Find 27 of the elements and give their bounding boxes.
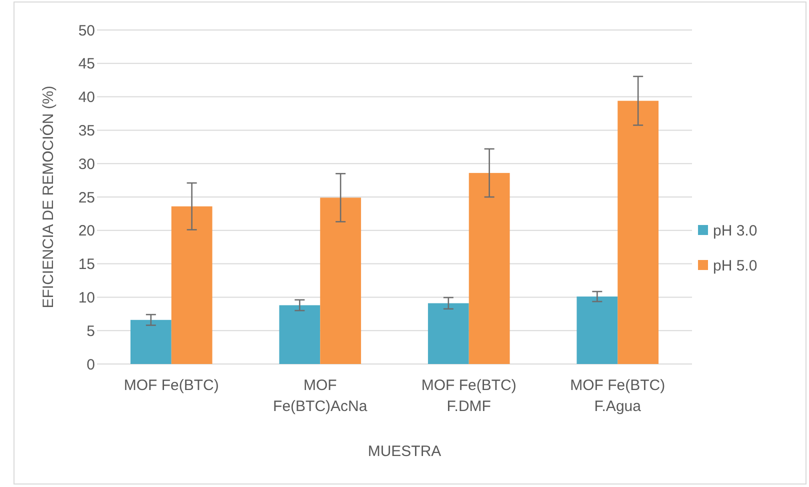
legend-label: pH 5.0 [713, 257, 758, 274]
x-axis-title: MUESTRA [368, 443, 442, 460]
bar [468, 172, 510, 364]
y-tick-label: 50 [78, 22, 95, 40]
bar [279, 305, 320, 364]
y-tick-label: 30 [78, 156, 95, 173]
y-tick-label: 25 [78, 189, 95, 206]
y-axis-title: EFICIENCIA DE REMOCIÓN (%) [39, 86, 57, 308]
y-tick-label: 20 [78, 222, 95, 240]
x-tick-label: MOF Fe(BTC)AcNa [273, 377, 368, 415]
bar [576, 296, 618, 364]
y-tick-label: 35 [78, 122, 95, 140]
bar [130, 320, 172, 364]
y-tick-label: 45 [78, 56, 95, 73]
y-tick-label: 40 [78, 89, 95, 106]
y-tick-label: 15 [78, 256, 95, 274]
legend-label: pH 3.0 [713, 222, 758, 240]
x-tick-label: MOF Fe(BTC) F.DMF [421, 377, 516, 415]
bar [320, 198, 362, 364]
y-tick-label: 10 [78, 289, 95, 306]
y-tick-label: 0 [86, 356, 95, 374]
y-tick-label: 5 [86, 322, 95, 340]
bar [428, 303, 469, 364]
bar [618, 100, 659, 364]
bar [171, 206, 212, 364]
x-tick-label: MOF Fe(BTC) F.Agua [570, 377, 666, 415]
x-tick-label: MOF Fe(BTC) [124, 377, 219, 394]
